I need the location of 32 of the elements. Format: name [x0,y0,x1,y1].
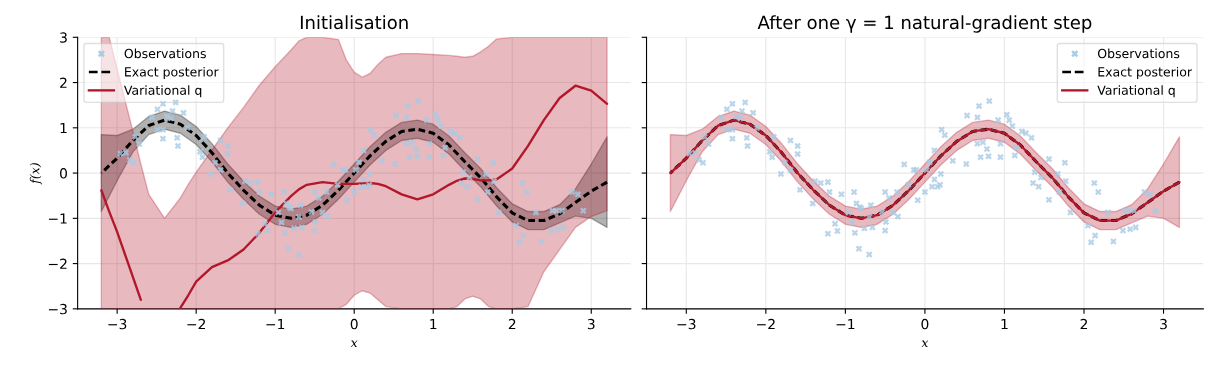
x-tick-label: 0 [921,318,929,330]
x-tick-label: 1 [430,318,437,330]
y-tick-label: 1 [60,122,67,134]
x-tick-label: 3 [1160,318,1167,330]
x-tick-label: 2 [508,318,516,330]
legend-label: Observations [124,48,206,59]
x-tick-label: 0 [350,318,358,330]
x-tick-label: −3 [677,318,696,330]
y-tick-label: −2 [48,258,67,269]
legend-label: Exact posterior [1098,66,1193,79]
x-axis-title: x [921,340,929,348]
y-tick-label: 0 [59,168,67,179]
legend-label: Variational q [1097,85,1175,98]
x-tick-label: −3 [108,318,127,330]
x-tick-label: 3 [587,318,595,330]
legend-label: Observations [1097,48,1180,59]
x-tick-label: −2 [757,318,775,330]
y-tick-label: −3 [48,303,67,315]
x-axis-title: x [350,340,358,348]
y-tick-label: −1 [48,213,67,224]
x-tick-label: −1 [836,318,855,330]
x-tick-label: 1 [1001,318,1008,330]
x-tick-label: 2 [1080,318,1088,330]
legend-label: Exact posterior [125,66,219,79]
x-tick-label: −2 [187,318,205,330]
y-tick-label: 3 [60,32,67,43]
y-axis-title: f(x) [29,163,42,185]
chart-title: Initialisation [300,15,408,30]
chart-title: After one γ = 1 natural-gradient step [757,15,1092,33]
legend-label: Variational q [123,85,202,98]
y-tick-label: 2 [60,77,67,88]
x-tick-label: −1 [266,318,285,330]
